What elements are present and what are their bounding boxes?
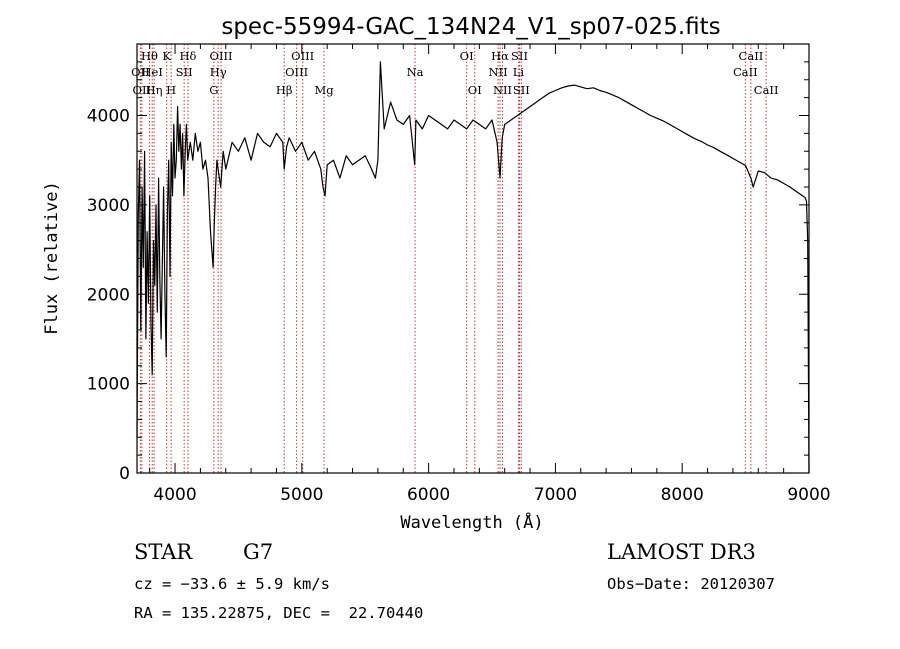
object-subclass: G7 [243,540,274,564]
spectral-line-markers [139,44,767,473]
line-label-21: NII [493,83,512,97]
x-axis-label: Wavelength (Å) [400,511,543,533]
survey-name: LAMOST DR3 [607,540,756,564]
line-label-22: SII [511,49,528,63]
line-label-26: CaII [733,65,758,79]
line-label-13: OIII [291,49,314,63]
line-label-9: OIII [210,49,233,63]
spectrum-series-line [136,61,810,474]
x-tick-label-7000: 7000 [534,485,577,505]
line-label-12: Hβ [276,83,293,97]
line-label-16: Na [407,65,424,79]
line-label-8: Hδ [179,49,196,63]
line-label-5: K [162,49,171,63]
y-tick-label-1000: 1000 [87,375,130,395]
y-axis-label: Flux (relative) [42,181,62,335]
line-label-0: Hθ [141,49,158,63]
line-label-3: HeI [142,65,163,79]
line-label-14: OIII [285,65,308,79]
chart-title: spec-55994-GAC_134N24_V1_sp07-025.fits [221,14,720,40]
x-tick-label-5000: 5000 [280,485,323,505]
y-tick-label-0: 0 [119,464,130,484]
plot-frame [136,43,810,474]
y-tick-label-4000: 4000 [87,107,130,127]
line-label-11: G [209,83,218,97]
ra-dec: RA = 135.22875, DEC = 22.70440 [134,604,424,622]
line-label-25: CaII [739,49,764,63]
line-label-20: NII [489,65,508,79]
line-label-18: OI [468,83,482,97]
y-tick-label-3000: 3000 [87,196,130,216]
line-label-10: Hγ [210,65,227,79]
x-tick-label-9000: 9000 [787,485,830,505]
obs-date: Obs−Date: 20120307 [607,575,775,593]
line-label-1: OII [131,65,150,79]
object-class: STAR [134,540,193,564]
x-axis: 4000 5000 6000 7000 8000 9000 [149,44,831,505]
line-label-17: OI [460,49,474,63]
redshift-cz: cz = −33.6 ± 5.9 km/s [134,575,330,593]
line-label-15: Mg [314,83,334,97]
y-axis: 0 1000 2000 3000 4000 [87,43,809,484]
line-label-4: Hη [146,83,163,97]
line-label-7: SII [176,65,193,79]
line-label-24: SII [513,83,530,97]
line-label-23: Li [513,65,525,79]
line-label-19: Hα [491,49,509,63]
x-tick-label-6000: 6000 [407,485,450,505]
line-label-27: CaII [754,83,779,97]
x-tick-label-8000: 8000 [661,485,704,505]
x-tick-label-4000: 4000 [153,485,196,505]
line-label-6: H [166,83,176,97]
y-tick-label-2000: 2000 [87,285,130,305]
